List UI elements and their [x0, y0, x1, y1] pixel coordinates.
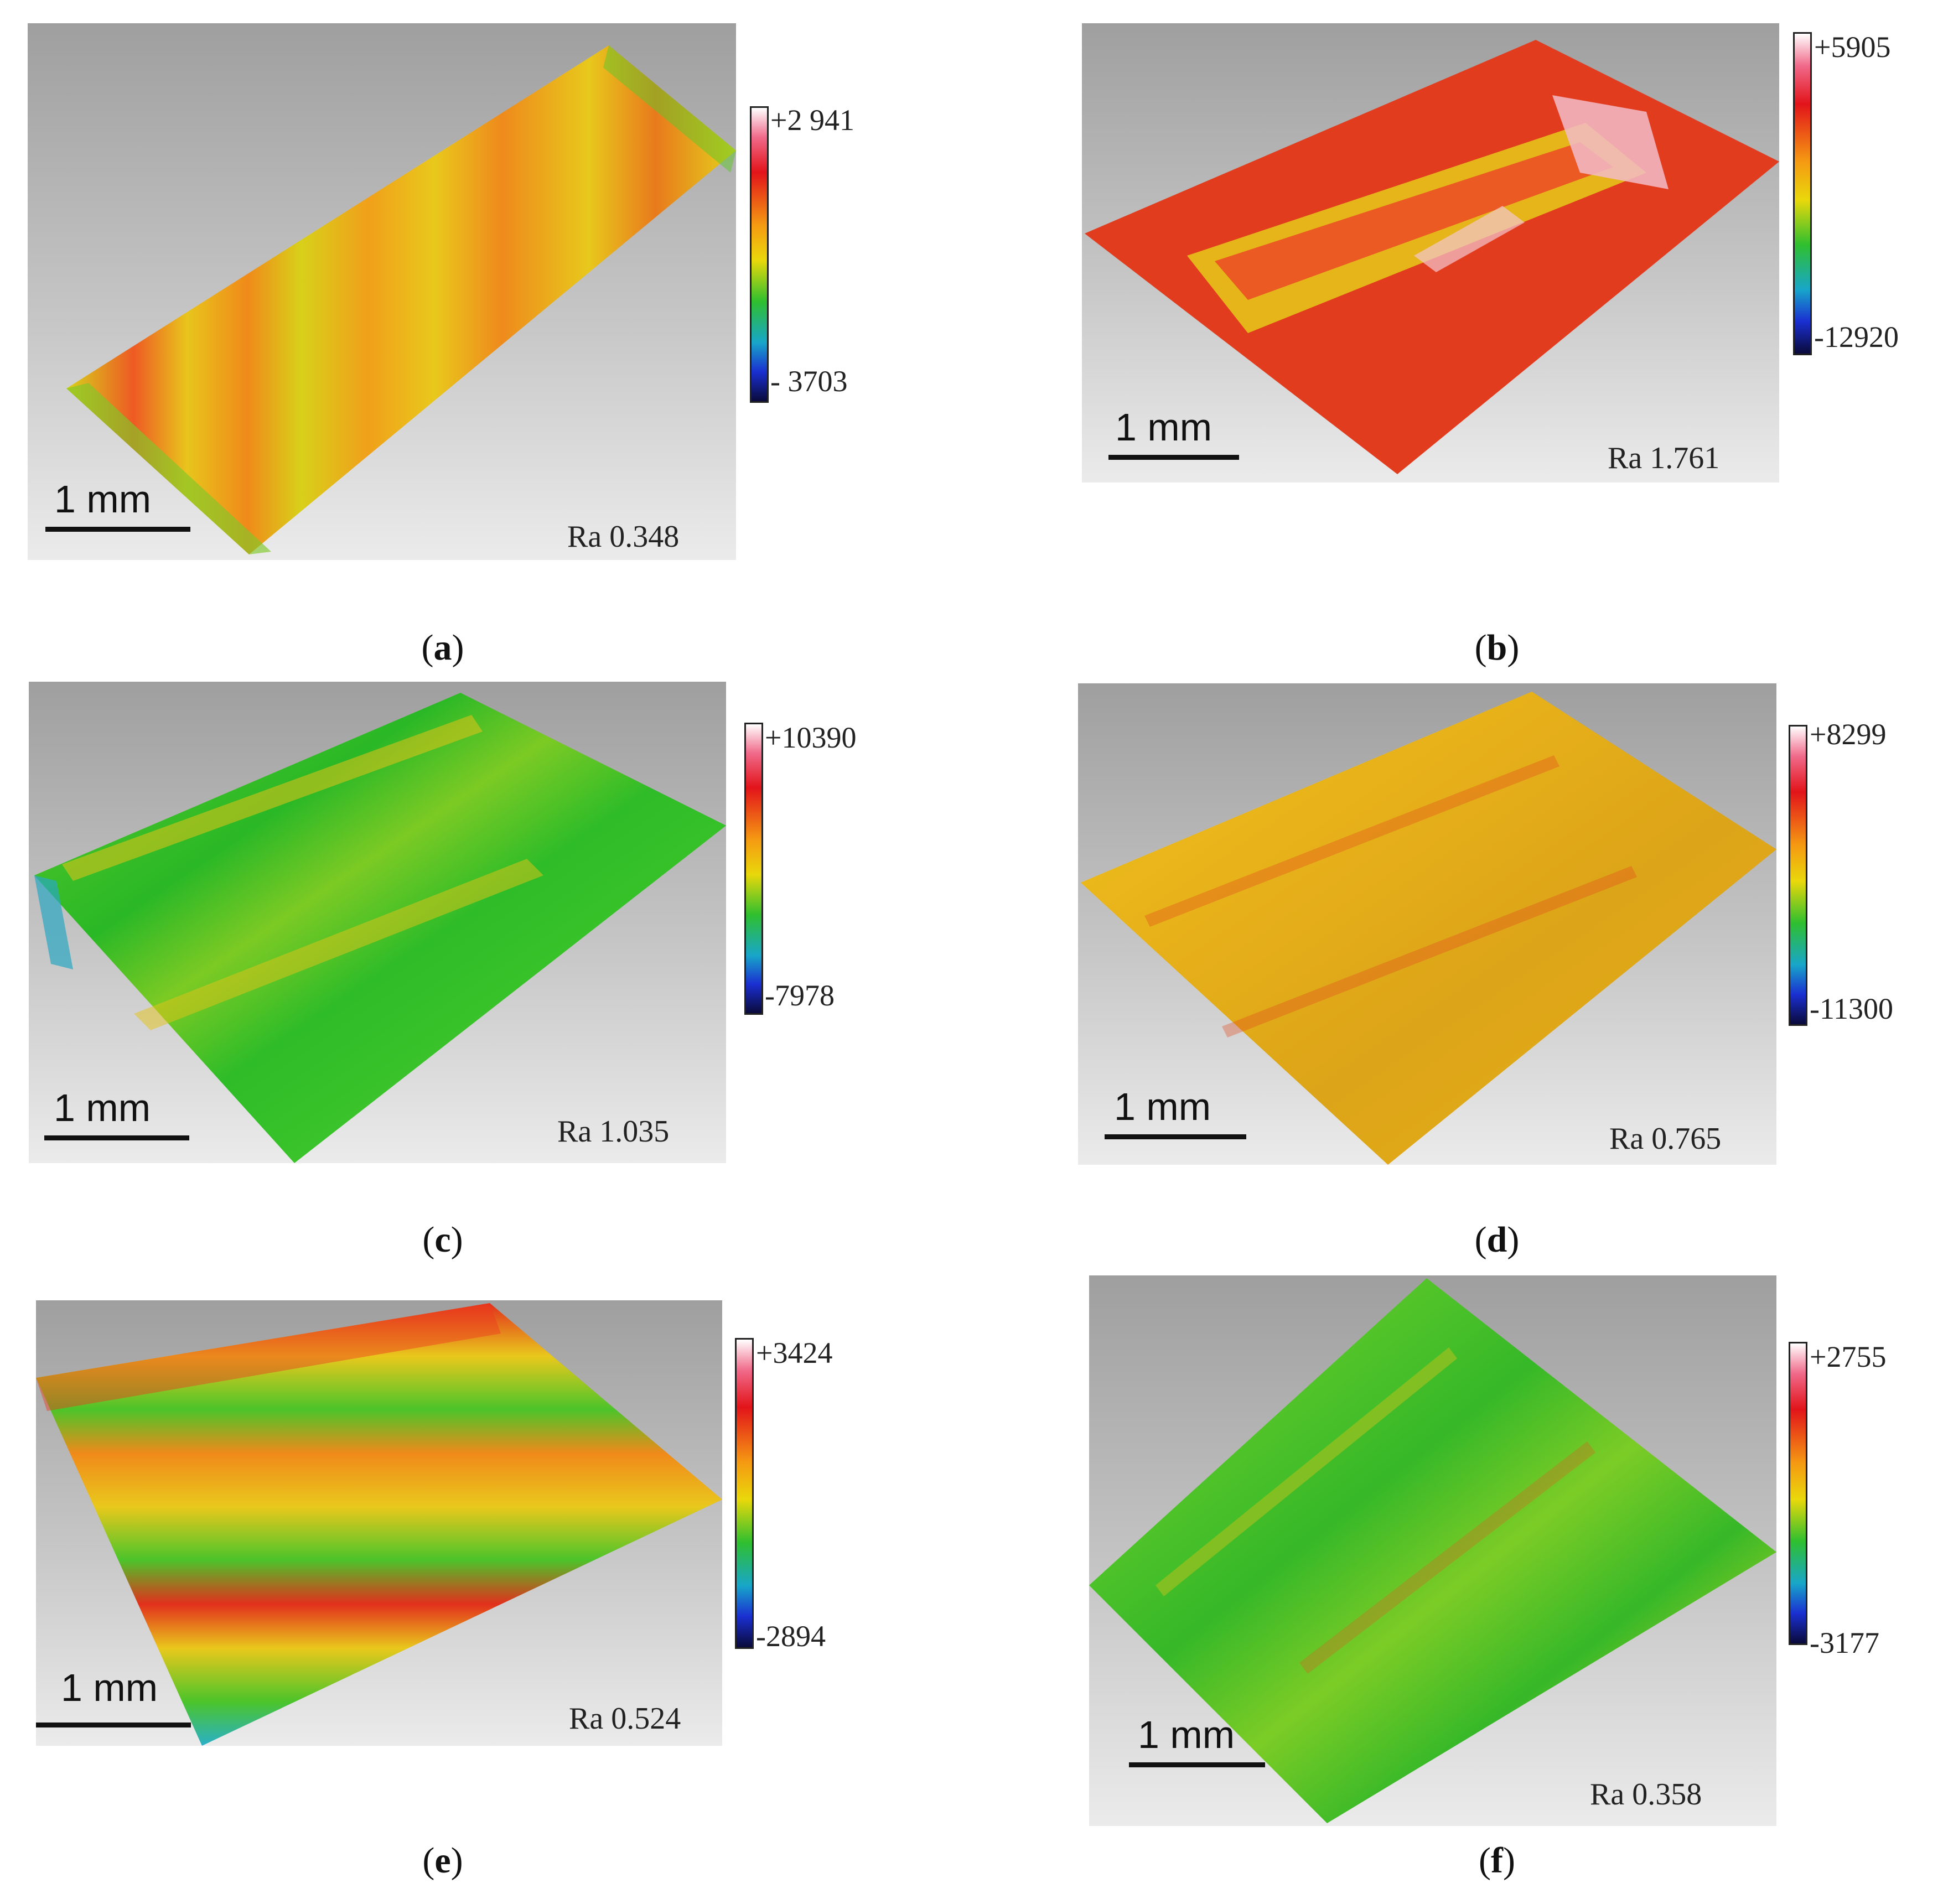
- caption-e: (e): [422, 1840, 463, 1881]
- colorbar-b: [1793, 32, 1812, 355]
- colorbar-max-b: +5905: [1814, 30, 1891, 64]
- scale-bar-f: [1129, 1762, 1265, 1767]
- scale-bar-e: [36, 1723, 191, 1727]
- scale-label-e: 1 mm: [61, 1666, 158, 1709]
- surface-render-f: [1089, 1278, 1776, 1823]
- colorbar-c: [744, 723, 763, 1015]
- surface-plot-a: 1 mm Ra 0.348: [28, 23, 736, 560]
- caption-letter-d: d: [1486, 1220, 1507, 1260]
- surface-f: [1089, 1278, 1776, 1823]
- colorbar-min-b: -12920: [1814, 320, 1899, 354]
- colorbar-max-e: +3424: [756, 1336, 833, 1369]
- surface-plot-f: 1 mm Ra 0.358: [1089, 1275, 1776, 1826]
- colorbar-max-c: +10390: [765, 721, 857, 754]
- caption-d: (d): [1474, 1220, 1520, 1260]
- caption-f: (f): [1479, 1840, 1515, 1881]
- caption-b: (b): [1474, 627, 1520, 668]
- colorbar-min-d: -11300: [1810, 992, 1893, 1025]
- surface-render-b: [1085, 40, 1779, 474]
- caption-letter-a: a: [433, 627, 452, 668]
- surface-render-e: [36, 1303, 722, 1746]
- surface-a: [66, 45, 736, 554]
- surface-d: [1081, 692, 1776, 1165]
- roughness-label-a: Ra 0.348: [567, 520, 680, 554]
- caption-c: (c): [422, 1220, 463, 1260]
- roughness-label-f: Ra 0.358: [1590, 1777, 1702, 1812]
- surface-plot-b: 1 mm Ra 1.761: [1082, 23, 1779, 483]
- scale-bar-b: [1108, 455, 1239, 460]
- surface-plot-d: 1 mm Ra 0.765: [1078, 683, 1776, 1165]
- colorbar-max-a: +2 941: [770, 103, 854, 137]
- surface-e: [36, 1303, 722, 1746]
- caption-letter-f: f: [1491, 1840, 1503, 1881]
- roughness-label-e: Ra 0.524: [569, 1701, 681, 1736]
- caption-letter-b: b: [1486, 627, 1507, 668]
- scale-label-c: 1 mm: [54, 1086, 151, 1129]
- surface-render-d: [1081, 692, 1776, 1165]
- colorbar-e: [735, 1338, 754, 1649]
- caption-letter-c: c: [434, 1220, 451, 1260]
- roughness-label-b: Ra 1.761: [1608, 441, 1720, 475]
- scale-label-d: 1 mm: [1114, 1085, 1211, 1128]
- scale-bar-d: [1105, 1134, 1246, 1139]
- colorbar-a: [750, 106, 769, 403]
- scale-label-a: 1 mm: [54, 478, 151, 521]
- surface-plot-c: 1 mm Ra 1.035: [29, 682, 726, 1163]
- colorbar-min-f: -3177: [1810, 1626, 1879, 1659]
- surface-plot-e: 1 mm Ra 0.524: [36, 1300, 722, 1746]
- scale-bar-a: [45, 527, 190, 532]
- colorbar-max-d: +8299: [1810, 718, 1887, 751]
- colorbar-min-c: -7978: [765, 979, 835, 1012]
- scale-bar-c: [44, 1135, 189, 1140]
- colorbar-min-e: -2894: [756, 1620, 826, 1653]
- colorbar-f: [1789, 1342, 1807, 1645]
- scale-label-b: 1 mm: [1115, 406, 1212, 449]
- surface-render-a: [66, 45, 736, 554]
- surface-render-c: [34, 693, 726, 1163]
- roughness-label-c: Ra 1.035: [557, 1114, 670, 1149]
- colorbar-min-a: - 3703: [770, 365, 848, 398]
- caption-a: (a): [421, 627, 464, 668]
- colorbar-d: [1789, 725, 1807, 1026]
- caption-letter-e: e: [434, 1840, 451, 1881]
- scale-label-f: 1 mm: [1138, 1713, 1235, 1756]
- roughness-label-d: Ra 0.765: [1609, 1122, 1722, 1156]
- colorbar-max-f: +2755: [1810, 1340, 1887, 1373]
